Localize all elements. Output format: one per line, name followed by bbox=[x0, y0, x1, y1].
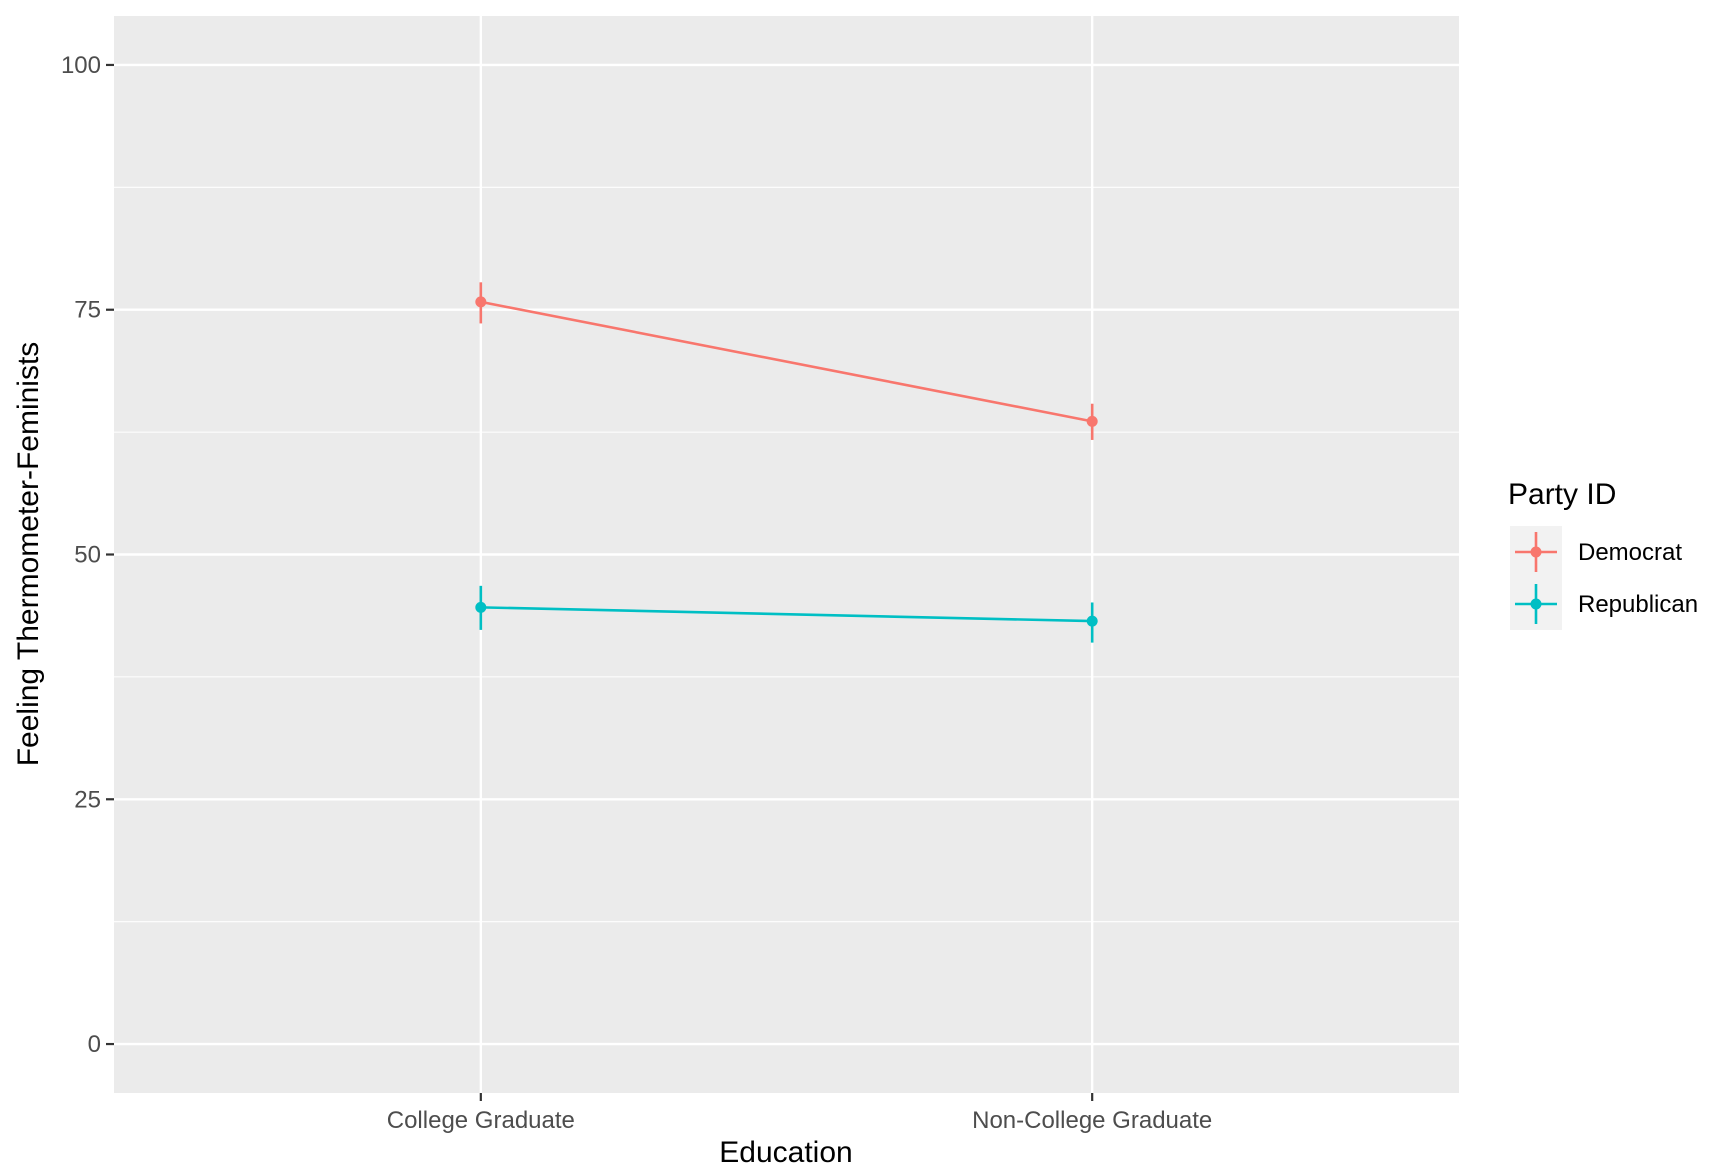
y-tick-label: 100 bbox=[61, 52, 101, 79]
y-tick-label: 25 bbox=[74, 786, 101, 813]
series-layer bbox=[475, 282, 1098, 643]
data-point bbox=[475, 296, 487, 308]
x-axis-title: Education bbox=[719, 1136, 852, 1169]
legend: Party ID Democrat Republican bbox=[1508, 478, 1698, 630]
legend-key-point bbox=[1530, 598, 1542, 610]
y-axis-title: Feeling Thermometer-Feminists bbox=[12, 342, 45, 767]
series-line bbox=[480, 606, 1093, 623]
x-tick-label: Non-College Graduate bbox=[972, 1107, 1212, 1134]
data-point bbox=[1086, 615, 1098, 627]
legend-key-democrat bbox=[1515, 532, 1557, 572]
y-tick-label: 50 bbox=[74, 542, 101, 569]
series-republican bbox=[475, 585, 1098, 643]
legend-label: Democrat bbox=[1578, 539, 1682, 566]
legend-key-republican bbox=[1515, 584, 1557, 624]
y-tick-label: 0 bbox=[88, 1031, 101, 1058]
data-point bbox=[475, 601, 487, 613]
x-tick-label: College Graduate bbox=[387, 1107, 575, 1134]
y-tick-label: 75 bbox=[74, 297, 101, 324]
series-line bbox=[480, 300, 1093, 423]
axes: 0 25 50 75 100 College Graduate Non-College Gr… bbox=[61, 52, 1212, 1134]
series-democrat bbox=[475, 282, 1098, 440]
grid bbox=[114, 16, 1459, 1093]
legend-label: Republican bbox=[1578, 591, 1698, 618]
legend-key-point bbox=[1530, 546, 1542, 558]
data-point bbox=[1086, 415, 1098, 427]
legend-title: Party ID bbox=[1508, 478, 1616, 511]
